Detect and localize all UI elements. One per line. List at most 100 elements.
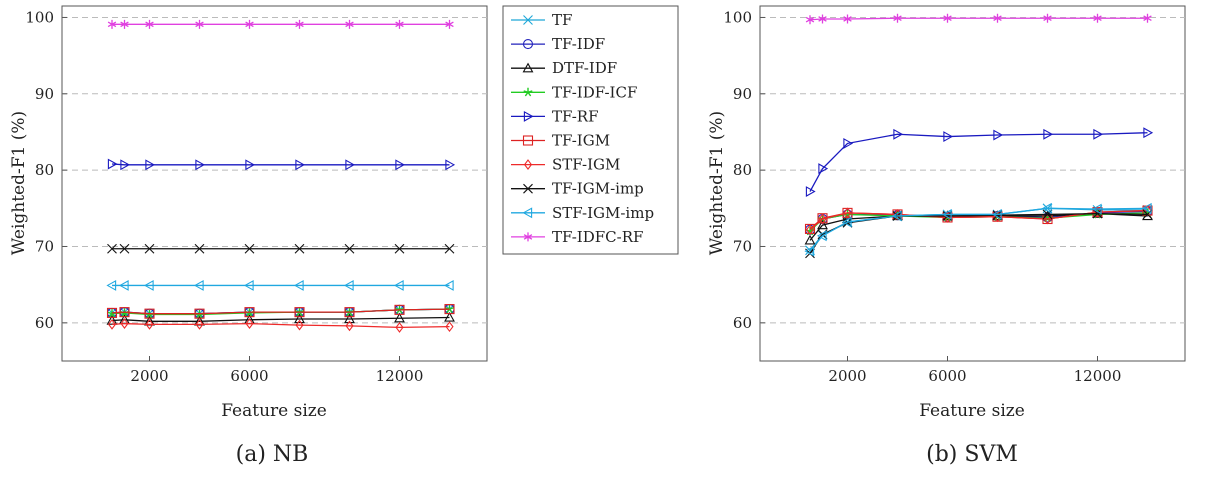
data-point-nb xyxy=(145,318,154,330)
data-point-nb xyxy=(106,307,118,318)
data-point-svm xyxy=(1141,202,1152,214)
y-tick-label-nb: 60 xyxy=(35,314,54,332)
data-point-svm xyxy=(1143,127,1154,139)
legend-marker xyxy=(522,39,534,50)
data-point-svm xyxy=(993,13,1002,23)
data-point-svm xyxy=(843,14,852,24)
data-point-nb xyxy=(145,19,154,29)
data-point-nb xyxy=(195,318,204,330)
data-point-nb xyxy=(345,159,356,171)
data-point-nb xyxy=(245,19,254,29)
data-point-svm xyxy=(841,216,852,228)
data-point-nb xyxy=(119,307,130,318)
x-tick-label-svm: 6000 xyxy=(928,367,966,385)
legend-marker xyxy=(523,15,533,25)
data-point-nb xyxy=(393,279,404,291)
data-point-nb xyxy=(245,159,256,171)
data-point-svm xyxy=(817,219,828,230)
data-point-svm xyxy=(1041,202,1052,214)
data-point-svm xyxy=(818,163,829,175)
x-axis-label-nb: Feature size xyxy=(221,401,327,421)
data-point-nb xyxy=(118,279,129,291)
data-point-svm xyxy=(805,224,815,236)
series-line-nb xyxy=(111,322,450,329)
data-point-nb xyxy=(294,243,305,254)
data-point-svm xyxy=(818,213,827,225)
data-point-nb xyxy=(245,318,254,330)
data-point-svm xyxy=(893,13,902,23)
x-tick-label-nb: 6000 xyxy=(230,367,268,385)
legend-label: TF-IDF xyxy=(552,35,605,53)
legend-label: STF-IGM-imp xyxy=(552,204,654,222)
data-point-nb xyxy=(194,308,205,319)
data-point-svm xyxy=(843,137,854,149)
x-ticks-svm: 2000 6000 12000 xyxy=(828,356,1121,385)
data-point-nb xyxy=(107,318,117,330)
legend-entry: TF-IGM-imp xyxy=(511,180,644,198)
data-point-nb xyxy=(295,307,304,317)
data-point-nb xyxy=(445,304,454,314)
data-point-nb xyxy=(395,19,404,29)
data-point-nb xyxy=(395,159,406,171)
data-point-nb xyxy=(345,320,354,332)
data-point-nb xyxy=(120,159,131,171)
y-tick-label-nb: 100 xyxy=(25,8,54,26)
data-point-nb xyxy=(395,321,404,333)
data-point-nb xyxy=(295,19,304,29)
data-point-nb xyxy=(195,159,206,171)
data-point-nb xyxy=(345,19,354,29)
legend-entry: TF-IDF-ICF xyxy=(511,83,637,101)
data-point-svm xyxy=(943,13,952,23)
data-point-svm xyxy=(1043,128,1054,140)
legend-entry: STF-IGM xyxy=(511,156,620,174)
y-tick-label-nb: 80 xyxy=(35,161,54,179)
data-point-nb xyxy=(194,243,205,254)
data-point-nb xyxy=(445,159,456,171)
data-point-svm xyxy=(1091,203,1102,215)
data-point-nb xyxy=(244,307,255,318)
data-point-nb xyxy=(394,304,405,315)
data-point-svm xyxy=(804,234,816,245)
series-svm-tf-idfc-rf xyxy=(805,13,1152,25)
legend-marker xyxy=(522,62,534,73)
y-tick-label-svm: 100 xyxy=(723,8,752,26)
data-point-nb xyxy=(243,279,254,291)
data-point-svm xyxy=(993,129,1004,141)
legend-marker xyxy=(522,135,534,146)
chart-svm: 60 70 80 90 100 2000 6000 12000 Feature size W… xyxy=(707,5,1186,467)
data-point-nb xyxy=(119,243,130,254)
data-point-nb xyxy=(343,279,354,291)
legend-label: TF-IGM xyxy=(552,132,610,150)
data-point-svm xyxy=(1043,13,1052,23)
y-tick-label-svm: 70 xyxy=(733,237,752,255)
data-point-svm xyxy=(816,230,827,242)
y-tick-label-svm: 90 xyxy=(733,85,752,103)
data-point-svm xyxy=(818,14,827,24)
y-tick-label-svm: 60 xyxy=(733,314,752,332)
legend: TF TF-IDF DTF-IDF TF-IDF-ICF TF-RF TF-IGM STF-… xyxy=(502,5,679,255)
legend-label: TF-IDF-ICF xyxy=(552,83,637,101)
data-point-nb xyxy=(294,313,305,324)
series-nb-stf-igm xyxy=(107,318,454,333)
plot-frame-svm xyxy=(759,5,1186,362)
data-point-svm xyxy=(941,208,952,220)
y-ticks-nb: 60 70 80 90 100 xyxy=(25,8,67,332)
data-point-svm xyxy=(1043,213,1052,225)
series-nb-tf-idf xyxy=(106,304,455,319)
data-point-svm xyxy=(891,210,902,222)
data-point-nb xyxy=(295,319,304,331)
y-tick-label-nb: 70 xyxy=(35,237,54,255)
y-axis-label-nb: Weighted-F1 (%) xyxy=(9,111,29,255)
data-point-nb xyxy=(394,312,405,323)
series-nb-tf-idfc-rf xyxy=(107,19,454,29)
data-point-nb xyxy=(444,311,455,322)
series-svm xyxy=(804,13,1154,259)
caption-nb: (a) NB xyxy=(236,442,309,467)
data-point-svm xyxy=(1042,209,1053,220)
series-line-svm xyxy=(809,207,1148,252)
data-point-svm xyxy=(805,186,816,197)
series-nb-tf-igm-imp xyxy=(107,243,455,254)
x-tick-label-nb: 12000 xyxy=(376,367,424,385)
data-point-nb xyxy=(144,243,155,254)
